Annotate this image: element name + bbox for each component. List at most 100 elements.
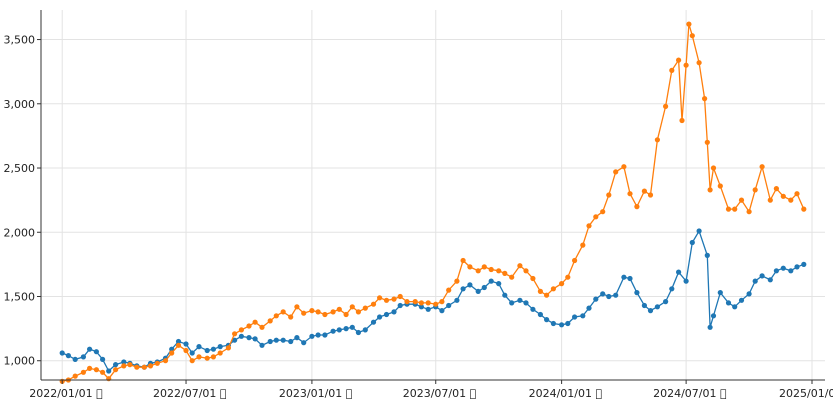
series-line [62, 23, 805, 382]
data-point [627, 275, 633, 282]
data-point [752, 278, 758, 284]
data-point [425, 300, 431, 306]
data-point [397, 293, 403, 300]
data-point [336, 327, 342, 333]
data-point [481, 284, 487, 291]
data-point [572, 314, 578, 320]
data-point [767, 277, 773, 283]
data-point [647, 308, 654, 314]
data-point [710, 165, 717, 171]
data-point [663, 103, 669, 109]
data-point [217, 350, 223, 356]
data-point [147, 363, 154, 369]
data-point [496, 281, 502, 287]
data-point [559, 281, 565, 287]
data-point [738, 297, 745, 303]
data-point [370, 301, 377, 307]
data-point [330, 309, 336, 315]
data-point [439, 308, 445, 314]
data-point [717, 290, 723, 296]
x-tick-label: 2024/07/01   [653, 387, 727, 400]
data-point [362, 305, 368, 311]
data-point [746, 209, 752, 215]
data-point [496, 268, 502, 274]
series-layer [59, 21, 807, 384]
data-point [502, 292, 508, 298]
data-point [391, 296, 397, 302]
data-point [196, 354, 202, 360]
data-point [788, 197, 794, 203]
data-point [87, 346, 93, 352]
y-tick-label: 3,000 [4, 98, 36, 111]
data-point [702, 96, 708, 102]
data-point [600, 209, 606, 215]
x-tick-label: 2022/07/01   [153, 387, 227, 400]
data-point [801, 206, 807, 212]
data-point [559, 322, 565, 328]
data-point [523, 268, 529, 274]
data-point [59, 350, 65, 356]
data-point [717, 183, 723, 189]
data-point [460, 286, 466, 292]
data-point [246, 335, 252, 341]
data-point [362, 327, 368, 333]
data-point [689, 33, 695, 39]
data-point [288, 314, 294, 320]
data-point [663, 299, 669, 305]
data-point [627, 191, 633, 197]
data-point [418, 304, 424, 310]
data-point [121, 359, 127, 365]
data-point [377, 295, 383, 301]
x-tick-label: 2023/07/01   [403, 387, 477, 400]
data-point [315, 309, 321, 315]
data-point [225, 345, 231, 351]
data-point [565, 320, 571, 327]
data-point [433, 301, 439, 307]
x-tick-label: 2024/01/01   [529, 387, 603, 400]
data-point [460, 257, 466, 264]
data-point [294, 304, 300, 310]
data-point [370, 319, 377, 325]
data-point [175, 342, 182, 348]
data-point [418, 300, 424, 306]
data-point [113, 362, 119, 368]
data-point [475, 288, 481, 294]
data-point [246, 323, 252, 329]
data-point [106, 368, 112, 374]
data-point [586, 305, 592, 311]
data-point [72, 356, 78, 362]
data-point [80, 369, 86, 375]
data-point [641, 188, 648, 194]
data-point [232, 331, 238, 337]
data-point [322, 332, 328, 338]
data-point [267, 338, 273, 345]
data-point [87, 365, 93, 371]
data-point [252, 319, 258, 325]
data-point [613, 292, 619, 298]
data-point [759, 164, 765, 170]
data-point [280, 309, 286, 315]
data-point [141, 364, 147, 370]
data-point [232, 337, 238, 343]
data-point [606, 293, 612, 300]
data-point [686, 21, 692, 27]
data-point [593, 214, 599, 220]
data-point [600, 291, 606, 297]
data-point [725, 206, 732, 212]
data-point [93, 349, 99, 355]
data-point [210, 346, 216, 352]
x-tick-label: 2025/01/0 [779, 387, 833, 400]
data-point [634, 290, 640, 296]
data-point [676, 57, 682, 63]
data-point [93, 367, 99, 373]
data-point [710, 313, 717, 319]
data-point [301, 310, 307, 316]
axes [40, 10, 825, 381]
data-point [196, 344, 202, 350]
data-point [391, 309, 397, 315]
data-point [288, 338, 294, 345]
data-point [80, 354, 86, 360]
data-point [446, 302, 452, 309]
data-point [550, 320, 557, 327]
